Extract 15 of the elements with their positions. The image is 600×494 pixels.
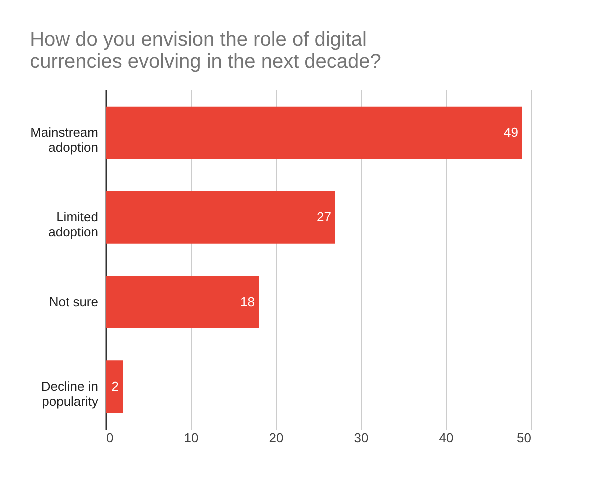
y-tick-label: Limited adoption — [48, 210, 98, 240]
y-tick-label: Mainstream adoption — [30, 125, 98, 156]
y-tick-label: Decline in popularity — [41, 378, 99, 409]
data-label: 49 — [504, 125, 518, 140]
x-tick-label: 20 — [269, 430, 284, 446]
data-label: 18 — [240, 294, 255, 310]
x-tick-label: 50 — [517, 430, 532, 446]
y-tick-label: Not sure — [49, 294, 98, 310]
chart-title: How do you envision the role of digital currencies evolving in the next decade? — [30, 29, 382, 73]
x-tick-label: 0 — [106, 430, 114, 446]
data-label: 2 — [112, 378, 119, 394]
data-label: 27 — [317, 210, 332, 225]
x-tick-label: 40 — [439, 430, 454, 446]
x-tick-label: 10 — [184, 430, 199, 446]
x-tick-label: 30 — [354, 430, 369, 446]
